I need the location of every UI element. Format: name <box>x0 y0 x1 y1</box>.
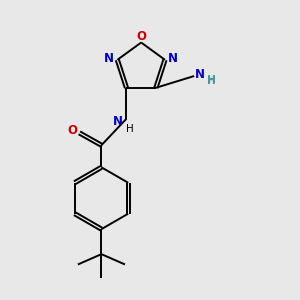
Text: N: N <box>104 52 114 65</box>
Text: H: H <box>207 76 216 86</box>
Text: N: N <box>113 115 123 128</box>
Text: N: N <box>195 68 205 81</box>
Text: O: O <box>68 124 78 137</box>
Text: O: O <box>136 30 146 43</box>
Text: N: N <box>168 52 178 65</box>
Text: H: H <box>200 75 216 85</box>
Text: H: H <box>125 124 133 134</box>
